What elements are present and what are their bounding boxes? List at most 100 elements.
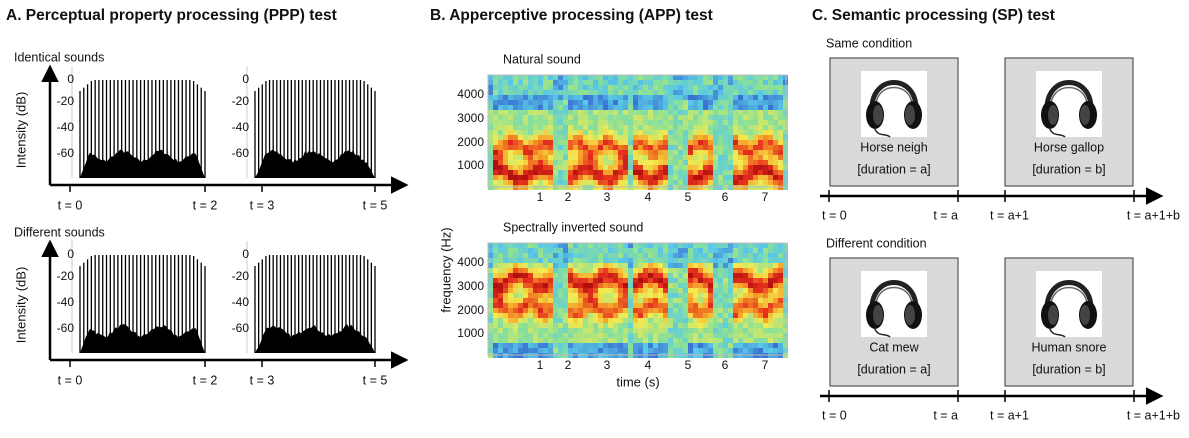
- spectrogram-cell: [613, 283, 618, 288]
- spectrogram-cell: [773, 263, 778, 268]
- spectrogram-cell: [728, 338, 733, 343]
- spectrogram-cell: [528, 323, 533, 328]
- spectrogram-cell: [778, 75, 783, 80]
- spectrogram-cell: [753, 283, 758, 288]
- spectrogram-cell: [583, 115, 588, 120]
- spectrogram-cell: [753, 110, 758, 115]
- spectrogram-cell: [633, 293, 638, 298]
- spectrogram-cell: [538, 175, 543, 180]
- spectrogram-cell: [743, 308, 748, 313]
- spectrogram-cell: [708, 243, 713, 248]
- spectrogram-cell: [633, 75, 638, 80]
- spectrogram-cell: [678, 160, 683, 165]
- spectrogram-cell: [763, 80, 768, 85]
- spectrogram-cell: [638, 243, 643, 248]
- spectrogram-cell: [643, 348, 648, 353]
- spectrogram-cell: [563, 155, 568, 160]
- spectrogram-cell: [773, 243, 778, 248]
- spectrogram-cell: [708, 145, 713, 150]
- spectrogram-cell: [498, 120, 503, 125]
- spectrogram-cell: [603, 140, 608, 145]
- spectrogram-cell: [533, 293, 538, 298]
- spectrogram-cell: [693, 283, 698, 288]
- spectrogram-cell: [758, 115, 763, 120]
- spectrogram-cell: [658, 288, 663, 293]
- spectrogram-cell: [743, 303, 748, 308]
- time-label: t = a+1+b: [1127, 408, 1180, 422]
- spectrogram-cell: [493, 303, 498, 308]
- spectrogram-cell: [528, 150, 533, 155]
- spectrogram-cell: [708, 253, 713, 258]
- spectrogram-cell: [528, 110, 533, 115]
- spectrogram-cell: [693, 348, 698, 353]
- spectrogram-cell: [538, 150, 543, 155]
- spectrogram-cell: [553, 165, 558, 170]
- spectrogram-cell: [673, 298, 678, 303]
- spectrogram-cell: [618, 273, 623, 278]
- spectrogram-cell: [593, 125, 598, 130]
- spectrogram-cell: [733, 243, 738, 248]
- spectrogram-cell: [748, 115, 753, 120]
- spectrogram-cell: [773, 140, 778, 145]
- spectrogram-cell: [703, 130, 708, 135]
- spectrogram-cell: [773, 338, 778, 343]
- spectrogram-cell: [543, 130, 548, 135]
- spectrogram-cell: [583, 140, 588, 145]
- spectrogram-cell: [688, 95, 693, 100]
- spectrogram-cell: [603, 338, 608, 343]
- spectrogram-cell: [758, 75, 763, 80]
- spectrogram-cell: [643, 95, 648, 100]
- spectrogram-cell: [558, 160, 563, 165]
- spectrogram-cell: [708, 298, 713, 303]
- spectrogram-cell: [533, 243, 538, 248]
- spectrogram-cell: [578, 100, 583, 105]
- spectrogram-cell: [493, 85, 498, 90]
- spectrogram-cell: [768, 150, 773, 155]
- spectrogram-cell: [713, 115, 718, 120]
- spectrogram-cell: [733, 273, 738, 278]
- spectrogram-cell: [588, 313, 593, 318]
- spectrogram-cell: [493, 308, 498, 313]
- spectrogram-cell: [683, 135, 688, 140]
- spectrogram-cell: [753, 338, 758, 343]
- spectrogram-cell: [603, 298, 608, 303]
- spectrogram-cell: [598, 140, 603, 145]
- spectrogram-cell: [588, 130, 593, 135]
- spectrogram-cell: [573, 175, 578, 180]
- spectrogram-cell: [703, 328, 708, 333]
- y-axis-label: frequency (Hz): [438, 227, 453, 312]
- spectrogram-cell: [743, 145, 748, 150]
- row-label: Same condition: [826, 36, 912, 50]
- spectrogram-cell: [553, 150, 558, 155]
- spectrogram-cell: [533, 110, 538, 115]
- spectrogram-cell: [758, 180, 763, 185]
- spectrogram-cell: [573, 338, 578, 343]
- spectrogram-cell: [763, 110, 768, 115]
- spectrogram-cell: [658, 115, 663, 120]
- spectrogram-cell: [608, 258, 613, 263]
- spectrogram-cell: [608, 278, 613, 283]
- spectrogram-cell: [753, 100, 758, 105]
- time-label: t = a: [933, 408, 958, 422]
- spectrogram-cell: [598, 298, 603, 303]
- spectrogram-cell: [768, 263, 773, 268]
- spectrogram-cell: [488, 130, 493, 135]
- spectrogram-cell: [563, 338, 568, 343]
- stimulus-duration: [duration = b]: [1032, 162, 1105, 176]
- y-tick-label: -40: [232, 120, 250, 134]
- spectrogram-cell: [673, 165, 678, 170]
- spectrogram-cell: [633, 110, 638, 115]
- spectrogram-cell: [563, 313, 568, 318]
- spectrogram-cell: [543, 348, 548, 353]
- spectrogram-cell: [718, 268, 723, 273]
- spectrogram-cell: [773, 273, 778, 278]
- spectrogram-cell: [568, 135, 573, 140]
- spectrogram-cell: [668, 243, 673, 248]
- spectrogram-cell: [678, 180, 683, 185]
- spectrogram-cell: [513, 268, 518, 273]
- ear-cup-rim: [873, 305, 883, 325]
- spectrogram-cell: [668, 303, 673, 308]
- spectrogram-cell: [618, 348, 623, 353]
- spectrogram-cell: [493, 333, 498, 338]
